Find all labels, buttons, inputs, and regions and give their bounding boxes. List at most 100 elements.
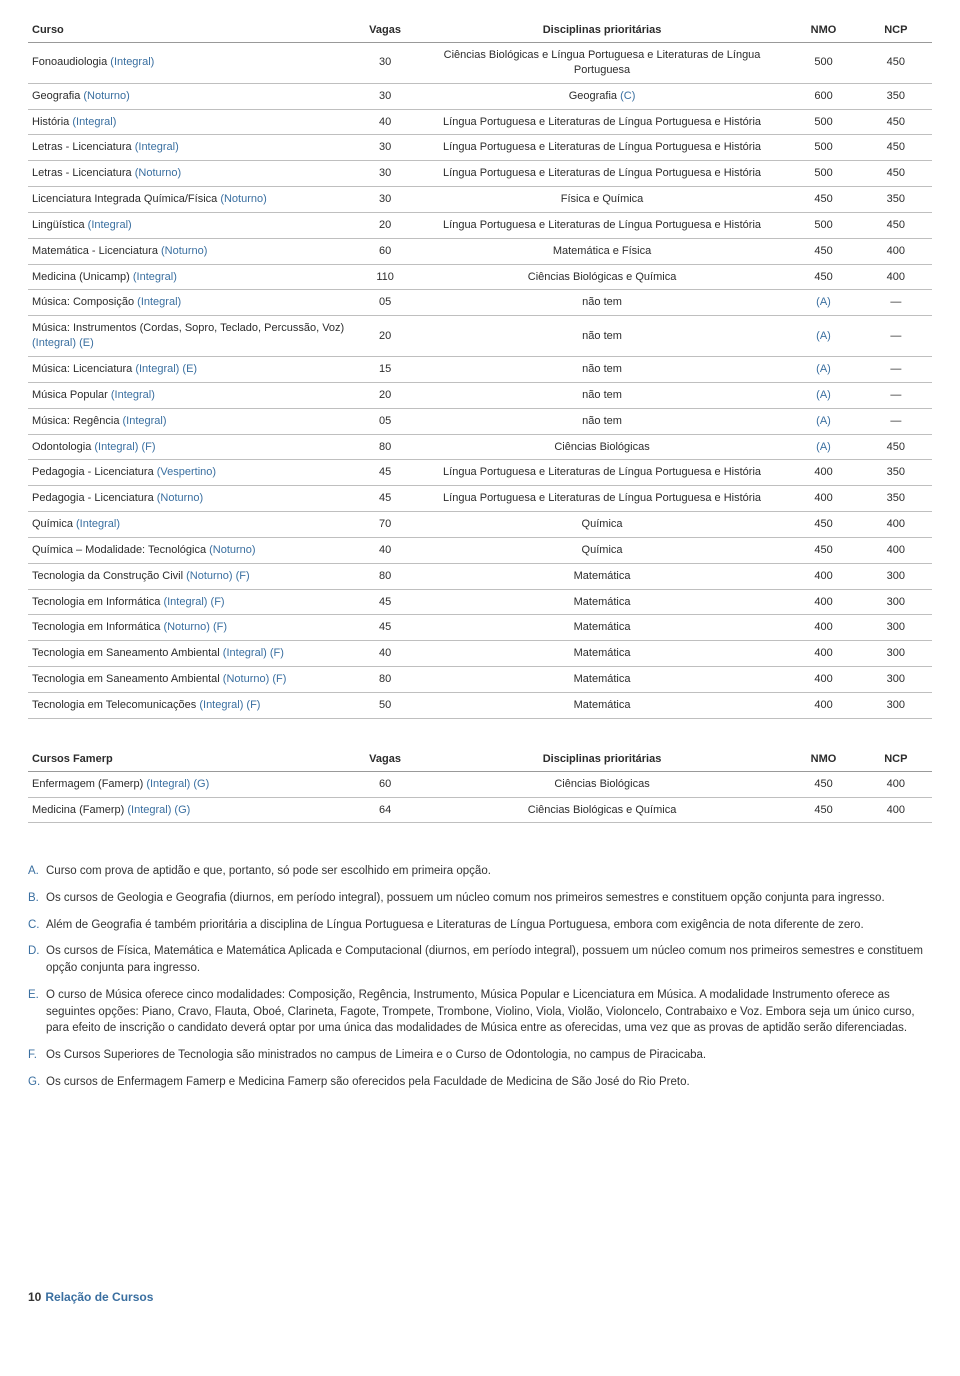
- course-name: Música: Licenciatura: [32, 363, 135, 375]
- course-modality: (Vespertino): [157, 466, 216, 478]
- course-name: Matemática - Licenciatura: [32, 245, 161, 257]
- course-cell: Química – Modalidade: Tecnológica (Notur…: [28, 537, 353, 563]
- course-modality: (Noturno) (F): [163, 621, 227, 633]
- col-curso: Cursos Famerp: [28, 747, 353, 772]
- vagas-cell: 64: [353, 797, 416, 823]
- course-name: Tecnologia em Saneamento Ambiental: [32, 673, 223, 685]
- ncp-cell: 300: [860, 589, 932, 615]
- disc-text: Matemática: [574, 570, 631, 582]
- course-modality: (Integral) (E): [135, 363, 197, 375]
- table-row: Música Popular (Integral)20não tem(A)—: [28, 382, 932, 408]
- ncp-cell: 400: [860, 537, 932, 563]
- course-cell: Música: Instrumentos (Cordas, Sopro, Tec…: [28, 316, 353, 357]
- ncp-cell: 400: [860, 771, 932, 797]
- disc-text: Matemática: [574, 596, 631, 608]
- ncp-cell: 300: [860, 667, 932, 693]
- vagas-cell: 30: [353, 43, 416, 84]
- course-cell: Música: Composição (Integral): [28, 290, 353, 316]
- disc-cell: Matemática: [417, 641, 788, 667]
- course-cell: Tecnologia em Informática (Integral) (F): [28, 589, 353, 615]
- course-modality: (Noturno): [157, 492, 203, 504]
- course-modality: (Noturno) (F): [186, 570, 250, 582]
- vagas-cell: 70: [353, 512, 416, 538]
- ncp-cell: 450: [860, 161, 932, 187]
- course-name: Enfermagem (Famerp): [32, 778, 146, 790]
- course-cell: Geografia (Noturno): [28, 83, 353, 109]
- table-row: Tecnologia em Telecomunicações (Integral…: [28, 692, 932, 718]
- note-text: O curso de Música oferece cinco modalida…: [46, 987, 932, 1037]
- ncp-cell: 350: [860, 83, 932, 109]
- disc-text: Física e Química: [561, 193, 644, 205]
- disc-cell: Física e Química: [417, 187, 788, 213]
- course-name: Pedagogia - Licenciatura: [32, 466, 157, 478]
- page-number: 10: [28, 1290, 41, 1304]
- ncp-cell: 450: [860, 212, 932, 238]
- note-item: D.Os cursos de Física, Matemática e Mate…: [28, 943, 932, 976]
- disc-text: não tem: [582, 389, 622, 401]
- course-modality: (Noturno) (F): [223, 673, 287, 685]
- ncp-cell: 450: [860, 135, 932, 161]
- vagas-cell: 20: [353, 212, 416, 238]
- note-letter: D.: [28, 943, 46, 976]
- table-row: Química (Integral)70Química450400: [28, 512, 932, 538]
- ncp-cell: 300: [860, 563, 932, 589]
- col-vagas: Vagas: [353, 18, 416, 43]
- table-row: Música: Instrumentos (Cordas, Sopro, Tec…: [28, 316, 932, 357]
- course-modality: (Noturno): [135, 167, 181, 179]
- course-name: Música Popular: [32, 389, 111, 401]
- note-letter: G.: [28, 1074, 46, 1091]
- nmo-note: (A): [816, 330, 831, 342]
- ncp-cell: 400: [860, 264, 932, 290]
- disc-text: não tem: [582, 363, 622, 375]
- disc-cell: Língua Portuguesa e Literaturas de Língu…: [417, 460, 788, 486]
- ncp-cell: —: [860, 382, 932, 408]
- vagas-cell: 80: [353, 667, 416, 693]
- col-disc: Disciplinas prioritárias: [417, 18, 788, 43]
- disc-cell: Matemática: [417, 589, 788, 615]
- course-cell: Tecnologia em Telecomunicações (Integral…: [28, 692, 353, 718]
- disc-cell: Química: [417, 512, 788, 538]
- nmo-cell: 500: [787, 161, 859, 187]
- vagas-cell: 45: [353, 589, 416, 615]
- table-row: Tecnologia em Informática (Integral) (F)…: [28, 589, 932, 615]
- vagas-cell: 05: [353, 290, 416, 316]
- table-row: Música: Composição (Integral)05não tem(A…: [28, 290, 932, 316]
- famerp-table: Cursos Famerp Vagas Disciplinas prioritá…: [28, 747, 932, 824]
- nmo-cell: 450: [787, 187, 859, 213]
- col-curso: Curso: [28, 18, 353, 43]
- course-name: Medicina (Famerp): [32, 804, 127, 816]
- nmo-note: (A): [816, 389, 831, 401]
- course-name: Geografia: [32, 90, 83, 102]
- disc-text: Língua Portuguesa e Literaturas de Língu…: [443, 492, 761, 504]
- disc-text: Geografia: [569, 90, 617, 102]
- nmo-cell: 450: [787, 771, 859, 797]
- note-text: Os cursos de Enfermagem Famerp e Medicin…: [46, 1074, 932, 1091]
- page-footer: 10Relação de Cursos: [28, 1290, 932, 1304]
- course-modality: (Integral): [133, 271, 177, 283]
- ncp-cell: 450: [860, 434, 932, 460]
- course-name: Licenciatura Integrada Química/Física: [32, 193, 220, 205]
- col-nmo: NMO: [787, 747, 859, 772]
- nmo-cell: (A): [787, 316, 859, 357]
- disc-text: Ciências Biológicas e Química: [528, 804, 677, 816]
- course-cell: Medicina (Unicamp) (Integral): [28, 264, 353, 290]
- vagas-cell: 30: [353, 187, 416, 213]
- note-text: Os Cursos Superiores de Tecnologia são m…: [46, 1047, 932, 1064]
- disc-text: Matemática: [574, 647, 631, 659]
- disc-cell: Matemática e Física: [417, 238, 788, 264]
- course-modality: (Integral) (G): [127, 804, 190, 816]
- course-modality: (Integral) (F): [94, 441, 155, 453]
- vagas-cell: 45: [353, 486, 416, 512]
- disc-cell: Língua Portuguesa e Literaturas de Língu…: [417, 212, 788, 238]
- course-modality: (Integral) (F): [223, 647, 284, 659]
- course-cell: Medicina (Famerp) (Integral) (G): [28, 797, 353, 823]
- nmo-cell: 500: [787, 212, 859, 238]
- ncp-cell: 350: [860, 460, 932, 486]
- disc-text: Ciências Biológicas: [554, 778, 649, 790]
- disc-text: não tem: [582, 330, 622, 342]
- vagas-cell: 05: [353, 408, 416, 434]
- nmo-cell: (A): [787, 290, 859, 316]
- note-letter: E.: [28, 987, 46, 1037]
- course-name: Letras - Licenciatura: [32, 141, 135, 153]
- course-cell: Lingüística (Integral): [28, 212, 353, 238]
